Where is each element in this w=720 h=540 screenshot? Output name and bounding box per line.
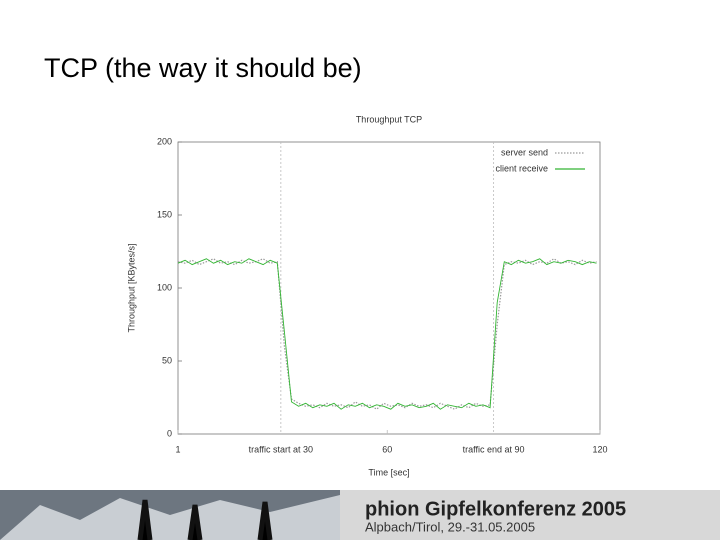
x-tick-label: 1 xyxy=(175,444,180,454)
y-axis-label: Throughput [KBytes/s] xyxy=(126,243,136,332)
banner-mountains xyxy=(0,495,340,540)
series-line xyxy=(177,258,597,410)
x-tick-label: 60 xyxy=(382,444,392,454)
chart-title: Throughput TCP xyxy=(356,114,422,124)
footer-subtitle: Alpbach/Tirol, 29.-31.05.2005 xyxy=(365,519,535,534)
y-tick-label: 50 xyxy=(162,355,172,365)
x-tick-label: traffic end at 90 xyxy=(463,444,525,454)
x-tick-label: 120 xyxy=(592,444,607,454)
legend-label: client receive xyxy=(495,163,548,173)
x-axis-label: Time [sec] xyxy=(368,467,409,477)
slide-title: TCP (the way it should be) xyxy=(44,53,362,83)
y-tick-label: 200 xyxy=(157,136,172,146)
y-tick-label: 150 xyxy=(157,209,172,219)
y-tick-label: 100 xyxy=(157,282,172,292)
chart: Throughput TCP Time [sec] Throughput [KB… xyxy=(126,114,607,477)
plot-frame xyxy=(177,141,601,435)
series-line xyxy=(177,258,597,410)
footer-banner: phion Gipfelkonferenz 2005 Alpbach/Tirol… xyxy=(0,490,720,540)
y-tick-label: 0 xyxy=(167,428,172,438)
legend-label: server send xyxy=(501,147,548,157)
banner-figures xyxy=(137,499,273,540)
footer-title: phion Gipfelkonferenz 2005 xyxy=(365,498,626,520)
banner-text-bg xyxy=(340,490,720,540)
x-tick-label: traffic start at 30 xyxy=(249,444,313,454)
